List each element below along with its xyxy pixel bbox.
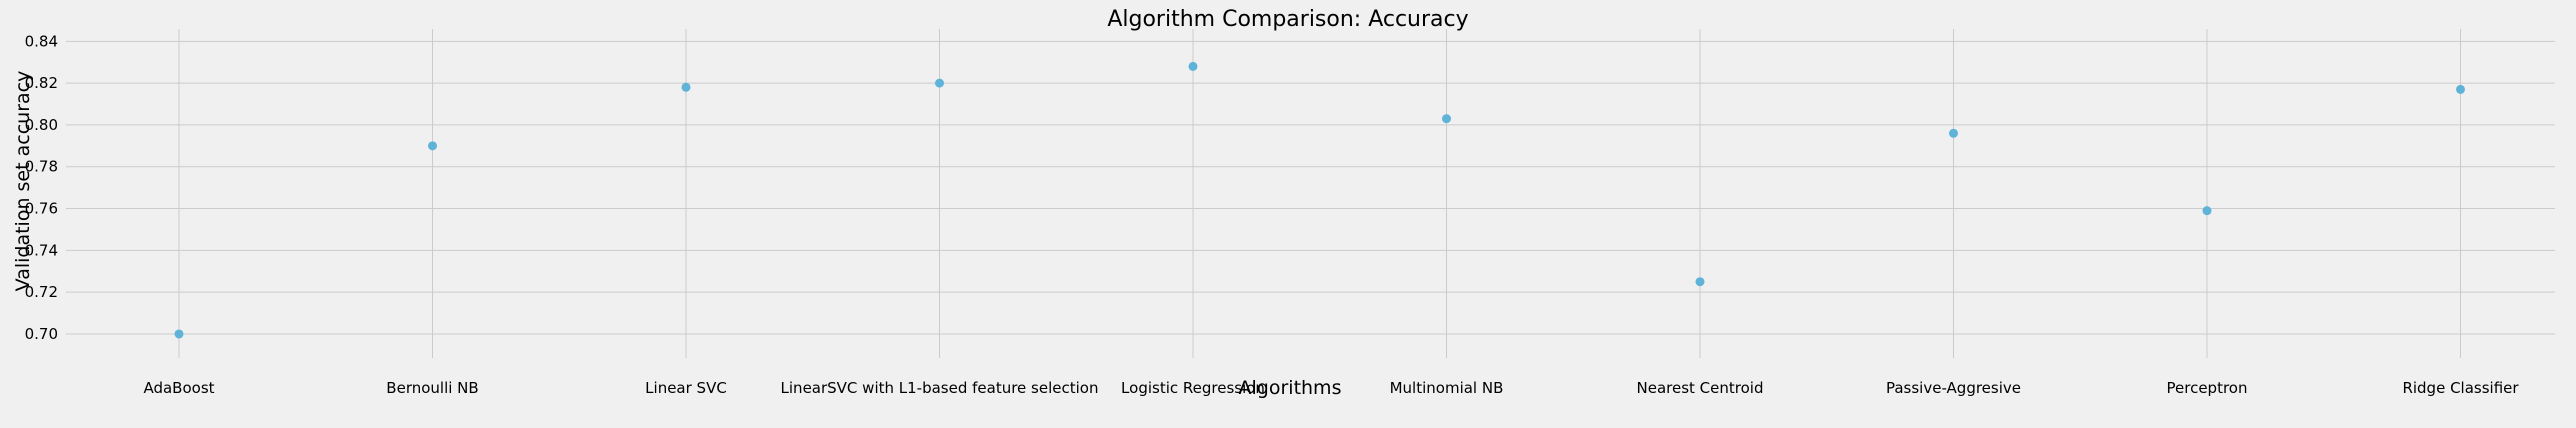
y-tick-label: 0.82 [25, 74, 58, 92]
data-point [2202, 206, 2212, 216]
x-tick-label: Perceptron [2167, 379, 2248, 397]
data-point [1442, 114, 1451, 124]
data-point [2456, 84, 2465, 94]
data-point [681, 82, 691, 92]
x-tick-label: Bernoulli NB [386, 379, 478, 397]
grid-layer [66, 29, 2555, 358]
x-tick-label: Ridge Classifier [2402, 379, 2519, 397]
y-tick-label: 0.70 [25, 325, 58, 343]
x-tick-label: Nearest Centroid [1637, 379, 1764, 397]
data-point [935, 78, 944, 88]
x-tick-label: Logistic Regression [1121, 379, 1265, 397]
y-tick-label: 0.76 [25, 200, 58, 218]
data-point [428, 141, 437, 151]
data-point [174, 329, 184, 339]
x-tick-label: LinearSVC with L1-based feature selectio… [781, 379, 1099, 397]
data-point [1949, 128, 1958, 138]
chart-title: Algorithm Comparison: Accuracy [1107, 7, 1468, 32]
y-tick-labels: 0.70 0.72 0.74 0.76 0.78 0.80 0.82 0.84 [25, 32, 58, 343]
y-axis-title: Validation set accuracy [12, 71, 34, 292]
x-tick-label: Passive-Aggresive [1886, 379, 2021, 397]
data-points [174, 61, 2465, 339]
y-tick-label: 0.74 [25, 241, 58, 259]
data-point [1188, 61, 1198, 71]
x-tick-label: Linear SVC [645, 379, 727, 397]
x-tick-label: Multinomial NB [1390, 379, 1504, 397]
y-tick-label: 0.80 [25, 116, 58, 134]
y-tick-label: 0.72 [25, 283, 58, 301]
data-point [1695, 277, 1705, 287]
x-tick-label: AdaBoost [143, 379, 214, 397]
x-axis-title: Algorithms [1239, 377, 1342, 399]
y-tick-label: 0.78 [25, 158, 58, 176]
x-tick-labels: AdaBoost Bernoulli NB Linear SVC LinearSVC … [143, 379, 2519, 397]
y-tick-label: 0.84 [25, 32, 58, 50]
